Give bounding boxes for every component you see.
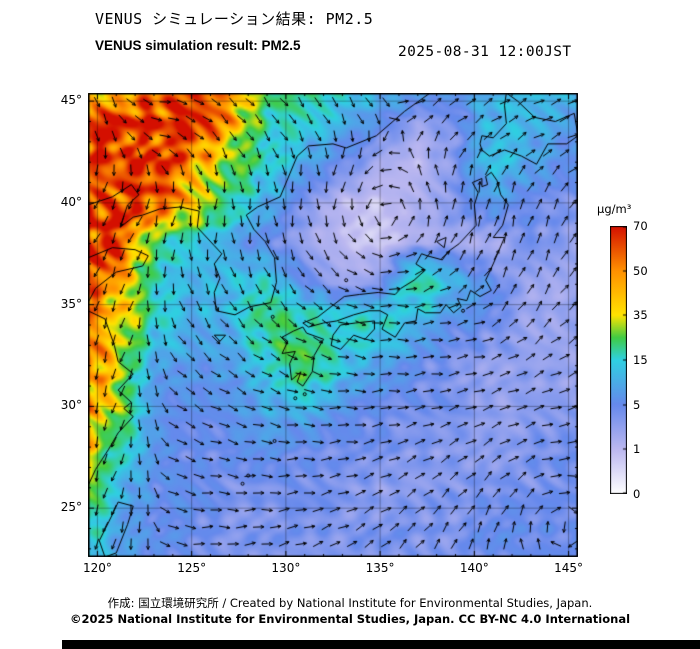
longitude-tick-label: 125°: [177, 561, 207, 575]
colorbar-tick-label: 50: [633, 264, 648, 278]
colorbar-tick-label: 5: [633, 398, 641, 412]
longitude-tick-label: 135°: [365, 561, 395, 575]
colorbar-gradient: [610, 226, 627, 494]
page-title-english: VENUS simulation result: PM2.5: [95, 38, 301, 53]
latitude-tick-label: 45°: [60, 93, 82, 108]
colorbar-tick-label: 1: [633, 442, 641, 456]
bottom-bar: [62, 640, 700, 649]
colorbar-tick-label: 15: [633, 353, 648, 367]
colorbar-tick-label: 70: [633, 219, 648, 233]
latitude-tick-label: 40°: [60, 194, 82, 209]
forecast-timestamp: 2025-08-31 12:00JST: [398, 44, 572, 60]
colorbar: μg/m³ 0 1 5 15 35 50 70: [597, 202, 674, 502]
colorbar-tick-label: 35: [633, 308, 648, 322]
colorbar-unit-label: μg/m³: [597, 202, 632, 216]
map-area: 45° 40° 35° 30° 25° 120° 125° 130° 135° 140° 145°: [61, 93, 583, 575]
latitude-tick-label: 25°: [60, 500, 82, 515]
latitude-tick-label: 35°: [60, 296, 82, 311]
longitude-tick-label: 130°: [271, 561, 301, 575]
longitude-tick-label: 145°: [554, 561, 584, 575]
pm25-map-canvas: [88, 93, 578, 557]
copyright-line: ©2025 National Institute for Environment…: [69, 612, 631, 626]
longitude-tick-label: 120°: [82, 561, 112, 575]
colorbar-tick-label: 0: [633, 487, 641, 501]
latitude-tick-label: 30°: [60, 398, 82, 413]
longitude-tick-label: 140°: [459, 561, 489, 575]
credit-line: 作成: 国立環境研究所 / Created by National Instit…: [107, 596, 593, 610]
page-title-japanese: VENUS シミュレーション結果: PM2.5: [95, 10, 374, 28]
